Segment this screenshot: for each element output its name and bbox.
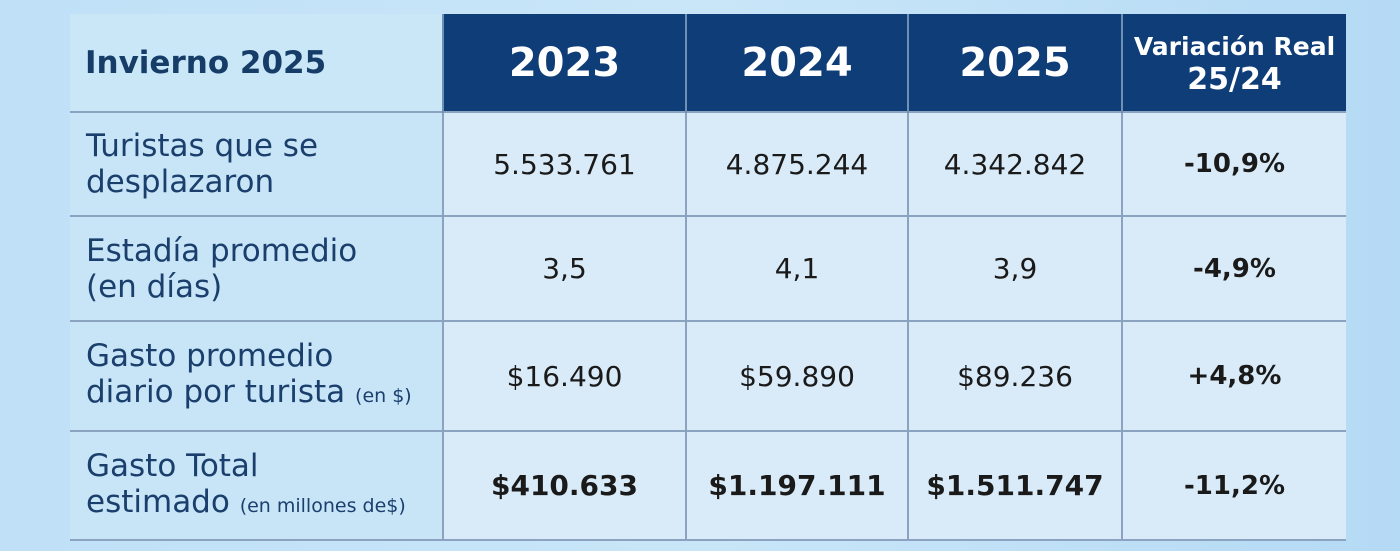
header-row: Invierno 2025 2023 2024 2025 Variación R… [70,14,1346,112]
variation-cell: -4,9% [1121,215,1346,321]
value-cell-2023: $410.633 [442,430,686,541]
value-cell-2024: $59.890 [685,320,908,431]
winter-tourism-table: Invierno 2025 2023 2024 2025 Variación R… [70,14,1346,541]
column-header-variation: Variación Real 25/24 [1121,14,1346,112]
value-cell-2025: $89.236 [907,320,1122,431]
value-cell-2025: 3,9 [907,215,1122,321]
value-cell-2024: 4.875.244 [685,111,908,216]
variation-header-line2: 25/24 [1187,61,1282,97]
row-label-unit: (en $) [355,385,412,407]
value-cell-2023: 5.533.761 [442,111,686,216]
row-label-line2: desplazaron [86,164,275,200]
row-label-line1: Estadía promedio [86,232,358,269]
row-label-line2: diario por turista [86,374,356,410]
column-header-2023: 2023 [442,14,686,112]
variation-cell: -11,2% [1121,430,1346,541]
value-cell-2025: 4.342.842 [907,111,1122,216]
row-label-line1: Gasto Total [86,447,259,484]
row-label-line2: estimado [86,483,240,520]
row-label-unit: (en millones de$) [239,494,406,517]
variation-cell: -10,9% [1121,111,1346,216]
table-row-stay: Estadía promedio (en días) 3,5 4,1 3,9 -… [70,215,1346,321]
row-label: Turistas que se desplazaron [70,111,443,216]
variation-cell: +4,8% [1121,320,1346,431]
row-label-line1: Gasto promedio [86,338,334,374]
variation-header-line1: Variación Real [1133,31,1336,61]
table-title: Invierno 2025 [70,14,443,112]
row-label: Gasto promedio diario por turista (en $) [70,320,443,431]
value-cell-2024: $1.197.111 [685,430,908,541]
value-cell-2023: 3,5 [442,215,686,321]
row-label-line2: (en días) [86,268,223,305]
column-header-2024: 2024 [685,14,908,112]
column-header-2025: 2025 [907,14,1122,112]
value-cell-2023: $16.490 [442,320,686,431]
table-row-daily-spend: Gasto promedio diario por turista (en $)… [70,320,1346,431]
row-label-line1: Turistas que se [86,128,319,164]
row-label: Estadía promedio (en días) [70,215,443,321]
table-row-total-spend: Gasto Total estimado (en millones de$) $… [70,430,1346,541]
row-label: Gasto Total estimado (en millones de$) [70,430,443,541]
value-cell-2025: $1.511.747 [907,430,1122,541]
table-row-tourists: Turistas que se desplazaron 5.533.761 4.… [70,111,1346,216]
value-cell-2024: 4,1 [685,215,908,321]
